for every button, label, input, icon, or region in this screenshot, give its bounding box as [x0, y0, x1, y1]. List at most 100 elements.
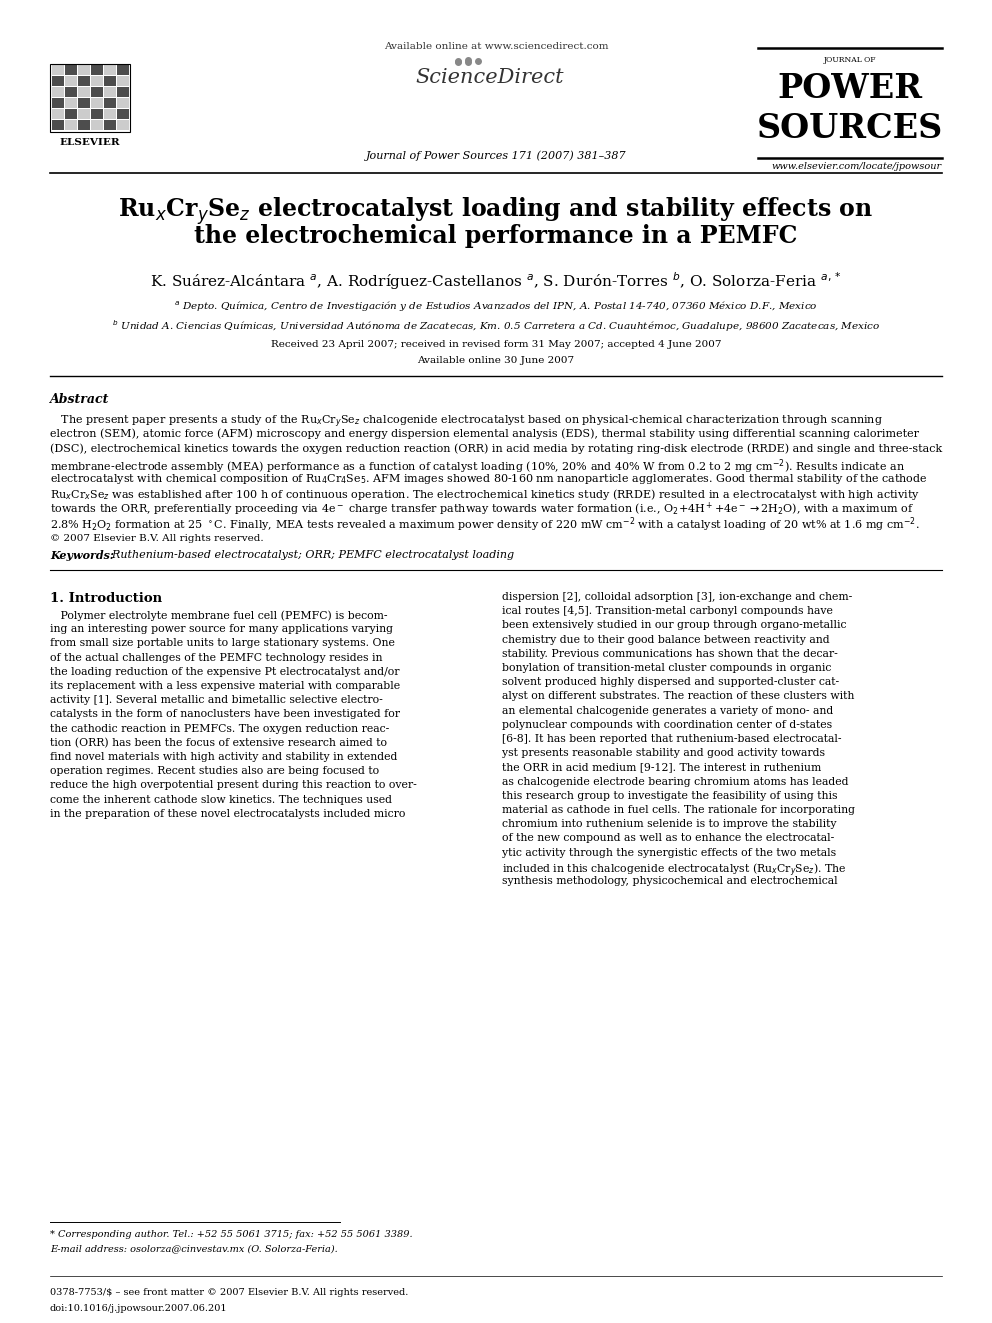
Text: the cathodic reaction in PEMFCs. The oxygen reduction reac-: the cathodic reaction in PEMFCs. The oxy…: [50, 724, 389, 733]
Text: material as cathode in fuel cells. The rationale for incorporating: material as cathode in fuel cells. The r…: [502, 804, 855, 815]
Text: POWER: POWER: [778, 71, 923, 105]
Text: the ORR in acid medium [9-12]. The interest in ruthenium: the ORR in acid medium [9-12]. The inter…: [502, 762, 821, 773]
Text: find novel materials with high activity and stability in extended: find novel materials with high activity …: [50, 751, 398, 762]
Bar: [78, 65, 90, 75]
Text: Polymer electrolyte membrane fuel cell (PEMFC) is becom-: Polymer electrolyte membrane fuel cell (…: [50, 610, 388, 620]
Text: of the actual challenges of the PEMFC technology resides in: of the actual challenges of the PEMFC te…: [50, 652, 383, 663]
Text: electrocatalyst with chemical composition of Ru$_4$Cr$_4$Se$_5$. AFM images show: electrocatalyst with chemical compositio…: [50, 472, 928, 486]
Bar: [117, 65, 129, 75]
Text: yst presents reasonable stability and good activity towards: yst presents reasonable stability and go…: [502, 749, 825, 758]
Bar: [65, 98, 77, 108]
Text: Abstract: Abstract: [50, 393, 109, 406]
Text: JOURNAL OF: JOURNAL OF: [823, 56, 876, 64]
Text: this research group to investigate the feasibility of using this: this research group to investigate the f…: [502, 791, 837, 800]
Bar: [91, 120, 103, 130]
Text: come the inherent cathode slow kinetics. The techniques used: come the inherent cathode slow kinetics.…: [50, 795, 392, 804]
Text: activity [1]. Several metallic and bimetallic selective electro-: activity [1]. Several metallic and bimet…: [50, 695, 383, 705]
Text: 0378-7753/$ – see front matter © 2007 Elsevier B.V. All rights reserved.: 0378-7753/$ – see front matter © 2007 El…: [50, 1289, 409, 1297]
Text: © 2007 Elsevier B.V. All rights reserved.: © 2007 Elsevier B.V. All rights reserved…: [50, 534, 264, 542]
Text: Ru$_x$Cr$_x$Se$_z$ was established after 100 h of continuous operation. The elec: Ru$_x$Cr$_x$Se$_z$ was established after…: [50, 487, 920, 501]
Text: in the preparation of these novel electrocatalysts included micro: in the preparation of these novel electr…: [50, 808, 406, 819]
Text: Available online 30 June 2007: Available online 30 June 2007: [418, 356, 574, 365]
Text: membrane-electrode assembly (MEA) performance as a function of catalyst loading : membrane-electrode assembly (MEA) perfor…: [50, 458, 905, 476]
Text: Ruthenium-based electrocatalyst; ORR; PEMFC electrocatalyst loading: Ruthenium-based electrocatalyst; ORR; PE…: [105, 550, 514, 560]
Bar: [91, 87, 103, 97]
Text: Received 23 April 2007; received in revised form 31 May 2007; accepted 4 June 20: Received 23 April 2007; received in revi…: [271, 340, 721, 349]
Text: SOURCES: SOURCES: [757, 112, 943, 146]
Bar: [65, 108, 77, 119]
Text: dispersion [2], colloidal adsorption [3], ion-exchange and chem-: dispersion [2], colloidal adsorption [3]…: [502, 591, 852, 602]
Text: chemistry due to their good balance between reactivity and: chemistry due to their good balance betw…: [502, 635, 829, 644]
Text: $^b$ Unidad A. Ciencias Químicas, Universidad Autónoma de Zacatecas, Km. 0.5 Car: $^b$ Unidad A. Ciencias Químicas, Univer…: [112, 318, 880, 333]
Bar: [52, 98, 64, 108]
Text: [6-8]. It has been reported that ruthenium-based electrocatal-: [6-8]. It has been reported that rutheni…: [502, 734, 841, 744]
Text: 1. Introduction: 1. Introduction: [50, 591, 162, 605]
Text: been extensively studied in our group through organo-metallic: been extensively studied in our group th…: [502, 620, 846, 630]
Bar: [52, 75, 64, 86]
Bar: [104, 120, 116, 130]
Text: reduce the high overpotential present during this reaction to over-: reduce the high overpotential present du…: [50, 781, 417, 790]
Text: Journal of Power Sources 171 (2007) 381–387: Journal of Power Sources 171 (2007) 381–…: [366, 149, 626, 160]
Bar: [104, 98, 116, 108]
Text: chromium into ruthenium selenide is to improve the stability: chromium into ruthenium selenide is to i…: [502, 819, 836, 830]
Text: (DSC), electrochemical kinetics towards the oxygen reduction reaction (ORR) in a: (DSC), electrochemical kinetics towards …: [50, 443, 942, 454]
Bar: [91, 98, 103, 108]
Text: Ru$_x$Cr$_y$Se$_z$ electrocatalyst loading and stability effects on: Ru$_x$Cr$_y$Se$_z$ electrocatalyst loadi…: [118, 194, 874, 226]
Text: its replacement with a less expensive material with comparable: its replacement with a less expensive ma…: [50, 681, 400, 691]
Text: Available online at www.sciencedirect.com: Available online at www.sciencedirect.co…: [384, 42, 608, 52]
Text: K. Suárez-Alcántara $^a$, A. Rodríguez-Castellanos $^a$, S. Durón-Torres $^b$, O: K. Suárez-Alcántara $^a$, A. Rodríguez-C…: [150, 270, 842, 291]
Bar: [91, 65, 103, 75]
Bar: [78, 87, 90, 97]
Bar: [117, 120, 129, 130]
Text: The present paper presents a study of the Ru$_x$Cr$_y$Se$_z$ chalcogenide electr: The present paper presents a study of th…: [50, 414, 883, 430]
Text: bonylation of transition-metal cluster compounds in organic: bonylation of transition-metal cluster c…: [502, 663, 831, 673]
Text: stability. Previous communications has shown that the decar-: stability. Previous communications has s…: [502, 648, 838, 659]
Text: * Corresponding author. Tel.: +52 55 5061 3715; fax: +52 55 5061 3389.: * Corresponding author. Tel.: +52 55 506…: [50, 1230, 413, 1240]
Text: of the new compound as well as to enhance the electrocatal-: of the new compound as well as to enhanc…: [502, 833, 834, 843]
Text: ytic activity through the synergistic effects of the two metals: ytic activity through the synergistic ef…: [502, 848, 836, 857]
Bar: [52, 120, 64, 130]
Bar: [52, 87, 64, 97]
Bar: [78, 120, 90, 130]
Bar: [117, 98, 129, 108]
Bar: [78, 108, 90, 119]
Text: electron (SEM), atomic force (AFM) microscopy and energy dispersion elemental an: electron (SEM), atomic force (AFM) micro…: [50, 429, 919, 439]
Bar: [91, 75, 103, 86]
Bar: [65, 75, 77, 86]
Bar: [78, 98, 90, 108]
Text: tion (ORR) has been the focus of extensive research aimed to: tion (ORR) has been the focus of extensi…: [50, 738, 387, 747]
Text: ical routes [4,5]. Transition-metal carbonyl compounds have: ical routes [4,5]. Transition-metal carb…: [502, 606, 833, 617]
Text: from small size portable units to large stationary systems. One: from small size portable units to large …: [50, 639, 395, 648]
Bar: [65, 65, 77, 75]
Bar: [104, 87, 116, 97]
Text: operation regimes. Recent studies also are being focused to: operation regimes. Recent studies also a…: [50, 766, 379, 777]
Bar: [52, 108, 64, 119]
Bar: [91, 108, 103, 119]
Bar: [104, 108, 116, 119]
Text: Keywords:: Keywords:: [50, 550, 114, 561]
Text: ELSEVIER: ELSEVIER: [60, 138, 120, 147]
Text: www.elsevier.com/locate/jpowsour: www.elsevier.com/locate/jpowsour: [772, 161, 942, 171]
Text: polynuclear compounds with coordination center of d-states: polynuclear compounds with coordination …: [502, 720, 832, 730]
Text: ScienceDirect: ScienceDirect: [416, 67, 564, 87]
Bar: [78, 75, 90, 86]
Text: solvent produced highly dispersed and supported-cluster cat-: solvent produced highly dispersed and su…: [502, 677, 839, 687]
Bar: [65, 87, 77, 97]
Text: 2.8% H$_2$O$_2$ formation at 25 $^\circ$C. Finally, MEA tests revealed a maximum: 2.8% H$_2$O$_2$ formation at 25 $^\circ$…: [50, 516, 920, 534]
Text: $^a$ Depto. Química, Centro de Investigación y de Estudios Avanzados del IPN, A.: $^a$ Depto. Química, Centro de Investiga…: [175, 300, 817, 315]
Bar: [117, 75, 129, 86]
Text: the loading reduction of the expensive Pt electrocatalyst and/or: the loading reduction of the expensive P…: [50, 667, 400, 677]
Text: included in this chalcogenide electrocatalyst (Ru$_x$Cr$_y$Se$_z$). The: included in this chalcogenide electrocat…: [502, 861, 846, 880]
Bar: [117, 87, 129, 97]
Text: alyst on different substrates. The reaction of these clusters with: alyst on different substrates. The react…: [502, 692, 854, 701]
Text: as chalcogenide electrode bearing chromium atoms has leaded: as chalcogenide electrode bearing chromi…: [502, 777, 848, 787]
Bar: [104, 65, 116, 75]
Text: E-mail address: osolorza@cinvestav.mx (O. Solorza-Feria).: E-mail address: osolorza@cinvestav.mx (O…: [50, 1244, 337, 1253]
Bar: [65, 120, 77, 130]
Text: ing an interesting power source for many applications varying: ing an interesting power source for many…: [50, 624, 393, 634]
Bar: [104, 75, 116, 86]
Text: an elemental chalcogenide generates a variety of mono- and: an elemental chalcogenide generates a va…: [502, 705, 833, 716]
Bar: [52, 65, 64, 75]
Bar: [50, 64, 130, 132]
Bar: [117, 108, 129, 119]
